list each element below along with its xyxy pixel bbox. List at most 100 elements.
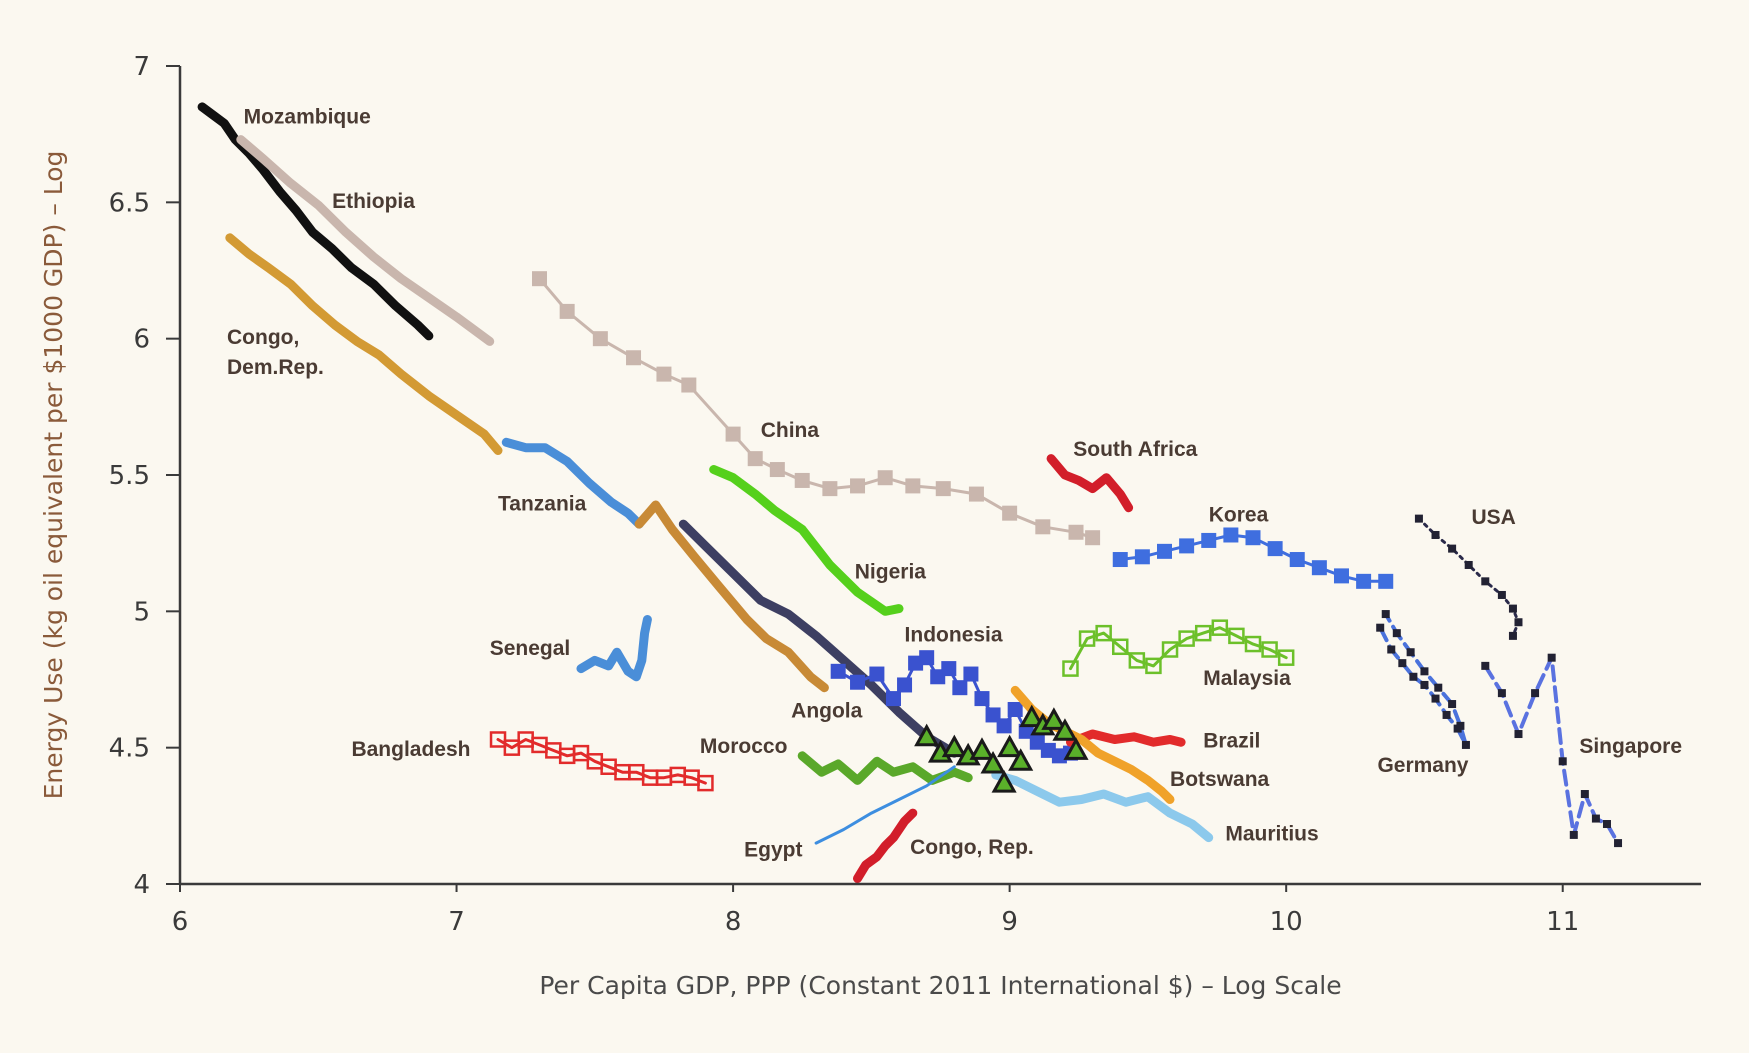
data-point bbox=[1398, 659, 1407, 668]
series-line bbox=[709, 465, 904, 616]
country-label: Brazil bbox=[1203, 730, 1260, 753]
data-point bbox=[1112, 638, 1129, 656]
series-singapore bbox=[1481, 653, 1623, 848]
data-point bbox=[1420, 680, 1429, 689]
x-tick-label: 6 bbox=[172, 907, 189, 937]
country-label: Dem.Rep. bbox=[227, 356, 324, 379]
data-point bbox=[1145, 657, 1162, 675]
data-point bbox=[914, 723, 940, 747]
data-point bbox=[1052, 718, 1078, 741]
data-point bbox=[1007, 701, 1023, 717]
data-point bbox=[935, 481, 951, 497]
data-point bbox=[1179, 538, 1195, 554]
data-point bbox=[1547, 653, 1556, 662]
series-brazil bbox=[1066, 729, 1186, 747]
x-tick-label: 8 bbox=[725, 907, 742, 937]
series-line bbox=[814, 765, 956, 845]
country-label: USA bbox=[1471, 506, 1515, 529]
data-point bbox=[1392, 629, 1401, 638]
series-line bbox=[678, 519, 959, 758]
series-nigeria bbox=[709, 465, 904, 616]
country-label: Malaysia bbox=[1203, 667, 1291, 690]
y-tick-label: 4.5 bbox=[109, 734, 150, 764]
y-tick-label: 6 bbox=[133, 325, 150, 355]
series-mozambique bbox=[197, 102, 434, 341]
series-tanzania bbox=[501, 437, 644, 529]
country-label: Nigeria bbox=[855, 561, 927, 584]
data-point bbox=[850, 478, 866, 494]
data-point bbox=[1356, 573, 1372, 589]
data-point bbox=[769, 462, 785, 478]
series-line bbox=[797, 751, 973, 785]
series-line bbox=[634, 500, 829, 693]
data-point bbox=[1497, 689, 1506, 698]
y-tick-label: 4 bbox=[133, 870, 150, 900]
x-tick-label: 10 bbox=[1270, 907, 1303, 937]
country-label: Angola bbox=[791, 700, 862, 723]
y-tick-label: 5 bbox=[133, 597, 150, 627]
data-point bbox=[1508, 604, 1517, 613]
series-angola bbox=[634, 500, 829, 693]
data-point bbox=[1431, 694, 1440, 703]
y-tick-label: 7 bbox=[133, 52, 150, 82]
data-point bbox=[1228, 627, 1245, 645]
series-angola-triangles bbox=[914, 704, 1089, 793]
series-malaysia bbox=[1062, 619, 1295, 677]
series-line bbox=[1066, 729, 1186, 747]
series-germany bbox=[1376, 610, 1470, 749]
y-tick-label: 5.5 bbox=[109, 461, 150, 491]
data-point bbox=[1442, 710, 1451, 719]
data-point bbox=[996, 718, 1012, 734]
data-point bbox=[1194, 624, 1212, 642]
data-point bbox=[794, 472, 810, 488]
data-point bbox=[1063, 737, 1089, 760]
data-point bbox=[1085, 530, 1101, 546]
data-point bbox=[725, 426, 741, 442]
data-point bbox=[1376, 623, 1385, 632]
country-label: Korea bbox=[1209, 503, 1269, 526]
series-indonesia bbox=[830, 650, 1078, 764]
series-china bbox=[532, 271, 1101, 546]
data-point bbox=[1414, 514, 1423, 523]
series-bangladesh bbox=[489, 731, 714, 792]
data-point bbox=[626, 350, 642, 366]
data-point bbox=[1062, 660, 1079, 677]
data-point bbox=[1035, 519, 1051, 535]
data-point bbox=[1211, 619, 1229, 636]
series-line bbox=[991, 770, 1214, 843]
data-point bbox=[980, 750, 1006, 774]
data-point bbox=[822, 481, 838, 497]
series-mauritius bbox=[991, 770, 1214, 843]
data-point bbox=[1157, 543, 1173, 559]
series-line bbox=[236, 135, 495, 346]
series-line bbox=[197, 102, 434, 341]
country-label: South Africa bbox=[1073, 438, 1197, 461]
x-tick-label: 7 bbox=[448, 907, 465, 937]
country-label: Botswana bbox=[1170, 768, 1270, 791]
series-layer bbox=[197, 102, 1623, 883]
series-south-africa bbox=[1046, 454, 1134, 513]
country-label: Singapore bbox=[1579, 735, 1682, 758]
data-point bbox=[919, 650, 935, 666]
data-point bbox=[941, 661, 957, 677]
data-point bbox=[1614, 839, 1623, 848]
data-point bbox=[968, 486, 984, 502]
country-label: Senegal bbox=[490, 637, 571, 660]
x-tick-label: 9 bbox=[1001, 907, 1018, 937]
data-point bbox=[1481, 661, 1490, 670]
series-congo-rep- bbox=[853, 808, 918, 883]
series-line bbox=[225, 233, 503, 455]
data-point bbox=[1041, 707, 1067, 730]
series-congo-dem-rep- bbox=[225, 233, 503, 455]
data-point bbox=[869, 666, 885, 682]
series-line bbox=[501, 437, 644, 529]
data-point bbox=[1128, 652, 1146, 669]
data-point bbox=[1464, 560, 1473, 569]
series-egypt bbox=[814, 765, 956, 845]
country-label: Congo, Rep. bbox=[910, 836, 1034, 859]
x-tick-label: 11 bbox=[1546, 907, 1579, 937]
data-point bbox=[830, 663, 846, 679]
data-point bbox=[1267, 541, 1283, 557]
data-point bbox=[1409, 672, 1418, 681]
